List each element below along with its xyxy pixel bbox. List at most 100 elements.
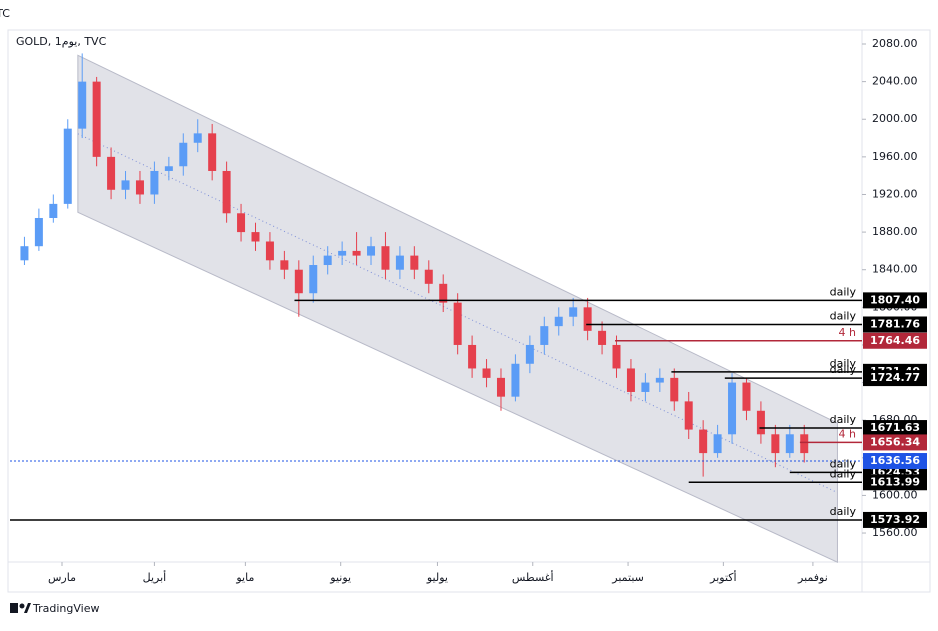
symbol-title: GOLD, 1يوم, TVC [16,35,107,48]
candle-body [309,265,318,294]
candle-body [222,170,231,214]
candle-body [713,434,722,454]
x-tick-label: مارس [48,571,76,584]
candle-body [107,156,116,190]
candle-body [294,269,303,294]
candle-body [280,260,289,270]
level-price-box [863,316,927,333]
header: AmirMIssa نشر على TradingView.com في أكت… [0,6,10,20]
candle-body [569,307,578,317]
candle-body [179,142,188,167]
candle-body [785,434,794,454]
candle-body [49,203,58,218]
x-tick-label: يوليو [426,571,448,584]
level-tag: daily [830,363,857,376]
y-tick-label: 1560.00 [872,526,918,539]
x-tick-label: سبتمبر [611,571,644,584]
y-tick-label: 1600.00 [872,488,918,501]
candle-body [496,377,505,397]
level-tag: daily [830,457,857,470]
candle-body [63,128,72,204]
candle-body [367,246,376,256]
candle-body [554,316,563,327]
candle-body [626,368,635,392]
candle-body [699,429,708,454]
y-tick-label: 2080.00 [872,37,918,50]
level-price-label: 1613.99 [870,475,920,488]
level-price-box [863,332,927,349]
last-price-box [863,453,927,470]
candle-body [381,246,390,270]
level-price-box [863,511,927,528]
candle-body [612,344,621,369]
y-tick-label: 1920.00 [872,187,918,200]
candle-body [771,434,780,454]
candle-body [598,330,607,345]
candle-body [338,250,347,256]
candle-body [34,217,43,247]
level-price-label: 1724.77 [870,371,920,384]
candle-body [424,269,433,284]
candle-body [482,368,491,378]
level-price-label: 1656.34 [870,435,920,448]
level-tag: daily [830,309,857,322]
y-tick-label: 1880.00 [872,225,918,238]
level-tag: daily [830,505,857,518]
level-price-box [863,292,927,309]
candle-body [800,434,809,454]
candle-body [511,363,520,397]
candle-body [540,326,549,345]
candle-body [655,377,664,383]
candle-body [323,255,332,266]
candle-body [439,283,448,303]
candle-body [453,302,462,345]
level-price-label: 1671.63 [870,421,920,434]
frame [7,29,931,593]
level-price-box [863,420,927,437]
x-tick-label: مايو [235,571,254,584]
candle-body [121,180,130,190]
x-tick-label: أبريل [143,570,167,584]
candle-body [395,255,404,270]
x-tick-label: يونيو [329,571,351,584]
candle-body [641,382,650,392]
candle-body [251,232,260,242]
candle-body [237,213,246,233]
x-tick-label: نوفمبر [797,571,828,584]
candle-body [728,382,737,435]
level-tag: daily [830,467,857,480]
level-tag: 4 h [839,427,856,440]
candle-body [150,170,159,195]
level-price-box [863,474,927,491]
y-tick-label: 2040.00 [872,75,918,88]
candle-body [193,133,202,143]
y-tick-label: 2000.00 [872,112,918,125]
candle-body [352,250,361,256]
candle-body [164,166,173,171]
y-tick-label: 1840.00 [872,263,918,276]
logo [10,603,31,613]
level-price-label: 1807.40 [870,293,920,306]
level-tag: 4 h [839,326,856,339]
candle-body [756,410,765,435]
last-price-label: 1636.56 [870,454,920,467]
candle-body [684,401,693,430]
level-tag: daily [830,285,857,298]
level-price-label: 1573.92 [870,513,920,526]
level-price-label: 1781.76 [870,317,920,330]
candle-body [410,255,419,270]
y-tick-label: 1960.00 [872,150,918,163]
level-price-box [863,370,927,387]
candle-body [92,81,101,157]
x-tick-label: أغسطس [512,570,554,584]
candle-body [670,377,679,402]
candle-body [583,307,592,331]
level-price-box [863,434,927,451]
candle-body [525,344,534,364]
candle-body [208,133,217,171]
candle-body [742,382,751,411]
footer-brand: TradingView [32,602,99,615]
candle-body [20,246,29,261]
candle-body [78,81,87,129]
